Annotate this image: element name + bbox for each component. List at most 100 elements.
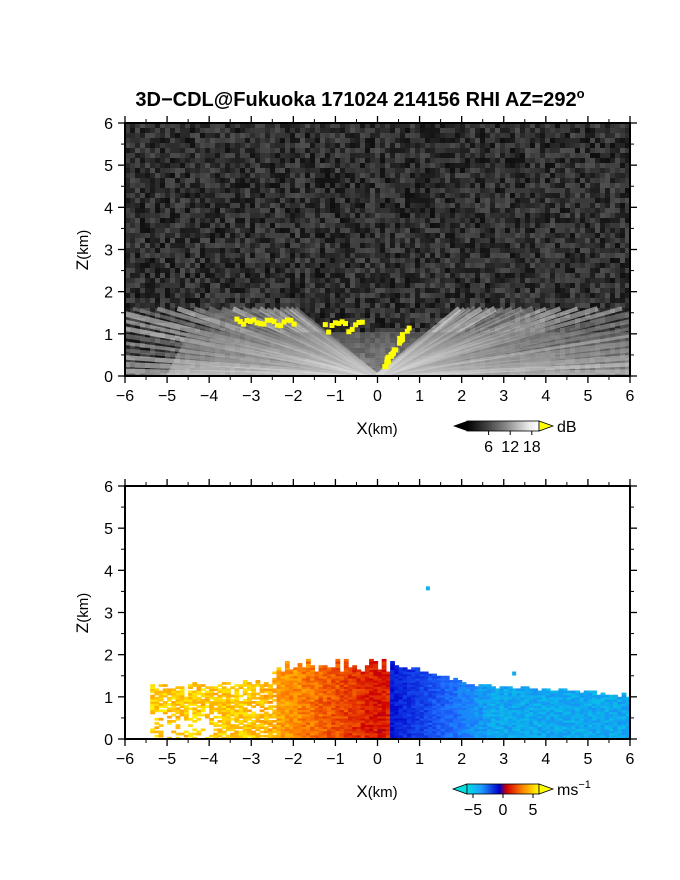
noise-pixel <box>260 193 265 198</box>
noise-pixel <box>605 203 610 208</box>
noise-pixel <box>595 183 600 188</box>
noise-pixel <box>165 288 170 293</box>
noise-pixel <box>415 213 420 218</box>
noise-pixel <box>165 263 170 268</box>
noise-pixel <box>315 168 320 173</box>
noise-pixel <box>495 198 500 203</box>
noise-pixel <box>395 318 400 323</box>
noise-pixel <box>590 228 595 233</box>
noise-pixel <box>425 268 430 273</box>
noise-pixel <box>335 193 340 198</box>
noise-pixel <box>135 288 140 293</box>
noise-pixel <box>245 238 250 243</box>
noise-pixel <box>360 303 365 308</box>
noise-pixel <box>185 268 190 273</box>
noise-pixel <box>240 238 245 243</box>
noise-pixel <box>475 163 480 168</box>
noise-pixel <box>475 123 480 128</box>
noise-pixel <box>605 213 610 218</box>
noise-pixel <box>255 233 260 238</box>
noise-pixel <box>575 168 580 173</box>
noise-pixel <box>210 168 215 173</box>
noise-pixel <box>220 153 225 158</box>
noise-pixel <box>165 313 170 318</box>
noise-pixel <box>145 148 150 153</box>
noise-pixel <box>450 213 455 218</box>
noise-pixel <box>420 253 425 258</box>
noise-pixel <box>340 298 345 303</box>
noise-pixel <box>440 203 445 208</box>
noise-pixel <box>525 158 530 163</box>
noise-pixel <box>340 248 345 253</box>
noise-pixel <box>605 183 610 188</box>
noise-pixel <box>125 123 130 128</box>
noise-pixel <box>545 163 550 168</box>
noise-pixel <box>235 283 240 288</box>
noise-pixel <box>425 273 430 278</box>
noise-pixel <box>505 143 510 148</box>
noise-pixel <box>415 203 420 208</box>
noise-pixel <box>135 208 140 213</box>
noise-pixel <box>390 128 395 133</box>
noise-pixel <box>465 228 470 233</box>
noise-pixel <box>440 123 445 128</box>
noise-pixel <box>185 153 190 158</box>
noise-pixel <box>350 123 355 128</box>
noise-pixel <box>265 248 270 253</box>
noise-pixel <box>190 228 195 233</box>
noise-pixel <box>600 273 605 278</box>
noise-pixel <box>515 168 520 173</box>
noise-pixel <box>125 238 130 243</box>
noise-pixel <box>435 288 440 293</box>
noise-pixel <box>195 208 200 213</box>
noise-pixel <box>430 258 435 263</box>
noise-pixel <box>190 208 195 213</box>
noise-pixel <box>455 133 460 138</box>
noise-pixel <box>160 183 165 188</box>
noise-pixel <box>440 273 445 278</box>
noise-pixel <box>130 283 135 288</box>
noise-pixel <box>230 288 235 293</box>
noise-pixel <box>600 173 605 178</box>
noise-pixel <box>340 273 345 278</box>
noise-pixel <box>585 178 590 183</box>
noise-pixel <box>375 273 380 278</box>
noise-pixel <box>335 268 340 273</box>
noise-pixel <box>535 303 540 308</box>
noise-pixel <box>165 303 170 308</box>
noise-pixel <box>415 153 420 158</box>
noise-pixel <box>585 238 590 243</box>
noise-pixel <box>170 183 175 188</box>
noise-pixel <box>565 223 570 228</box>
noise-pixel <box>325 238 330 243</box>
noise-pixel <box>410 148 415 153</box>
noise-pixel <box>145 233 150 238</box>
noise-pixel <box>300 128 305 133</box>
noise-pixel <box>580 268 585 273</box>
noise-pixel <box>275 273 280 278</box>
noise-pixel <box>310 293 315 298</box>
noise-pixel <box>505 163 510 168</box>
noise-pixel <box>490 253 495 258</box>
noise-pixel <box>455 178 460 183</box>
noise-pixel <box>435 233 440 238</box>
noise-pixel <box>335 138 340 143</box>
noise-pixel <box>320 248 325 253</box>
noise-pixel <box>285 283 290 288</box>
noise-pixel <box>490 248 495 253</box>
noise-pixel <box>480 183 485 188</box>
noise-pixel <box>255 258 260 263</box>
noise-pixel <box>585 158 590 163</box>
noise-pixel <box>425 328 430 333</box>
noise-pixel <box>335 178 340 183</box>
noise-pixel <box>135 188 140 193</box>
noise-pixel <box>290 258 295 263</box>
noise-pixel <box>455 238 460 243</box>
noise-pixel <box>320 143 325 148</box>
noise-pixel <box>175 163 180 168</box>
noise-pixel <box>330 178 335 183</box>
noise-pixel <box>495 288 500 293</box>
noise-pixel <box>210 158 215 163</box>
noise-pixel <box>430 243 435 248</box>
noise-pixel <box>380 288 385 293</box>
